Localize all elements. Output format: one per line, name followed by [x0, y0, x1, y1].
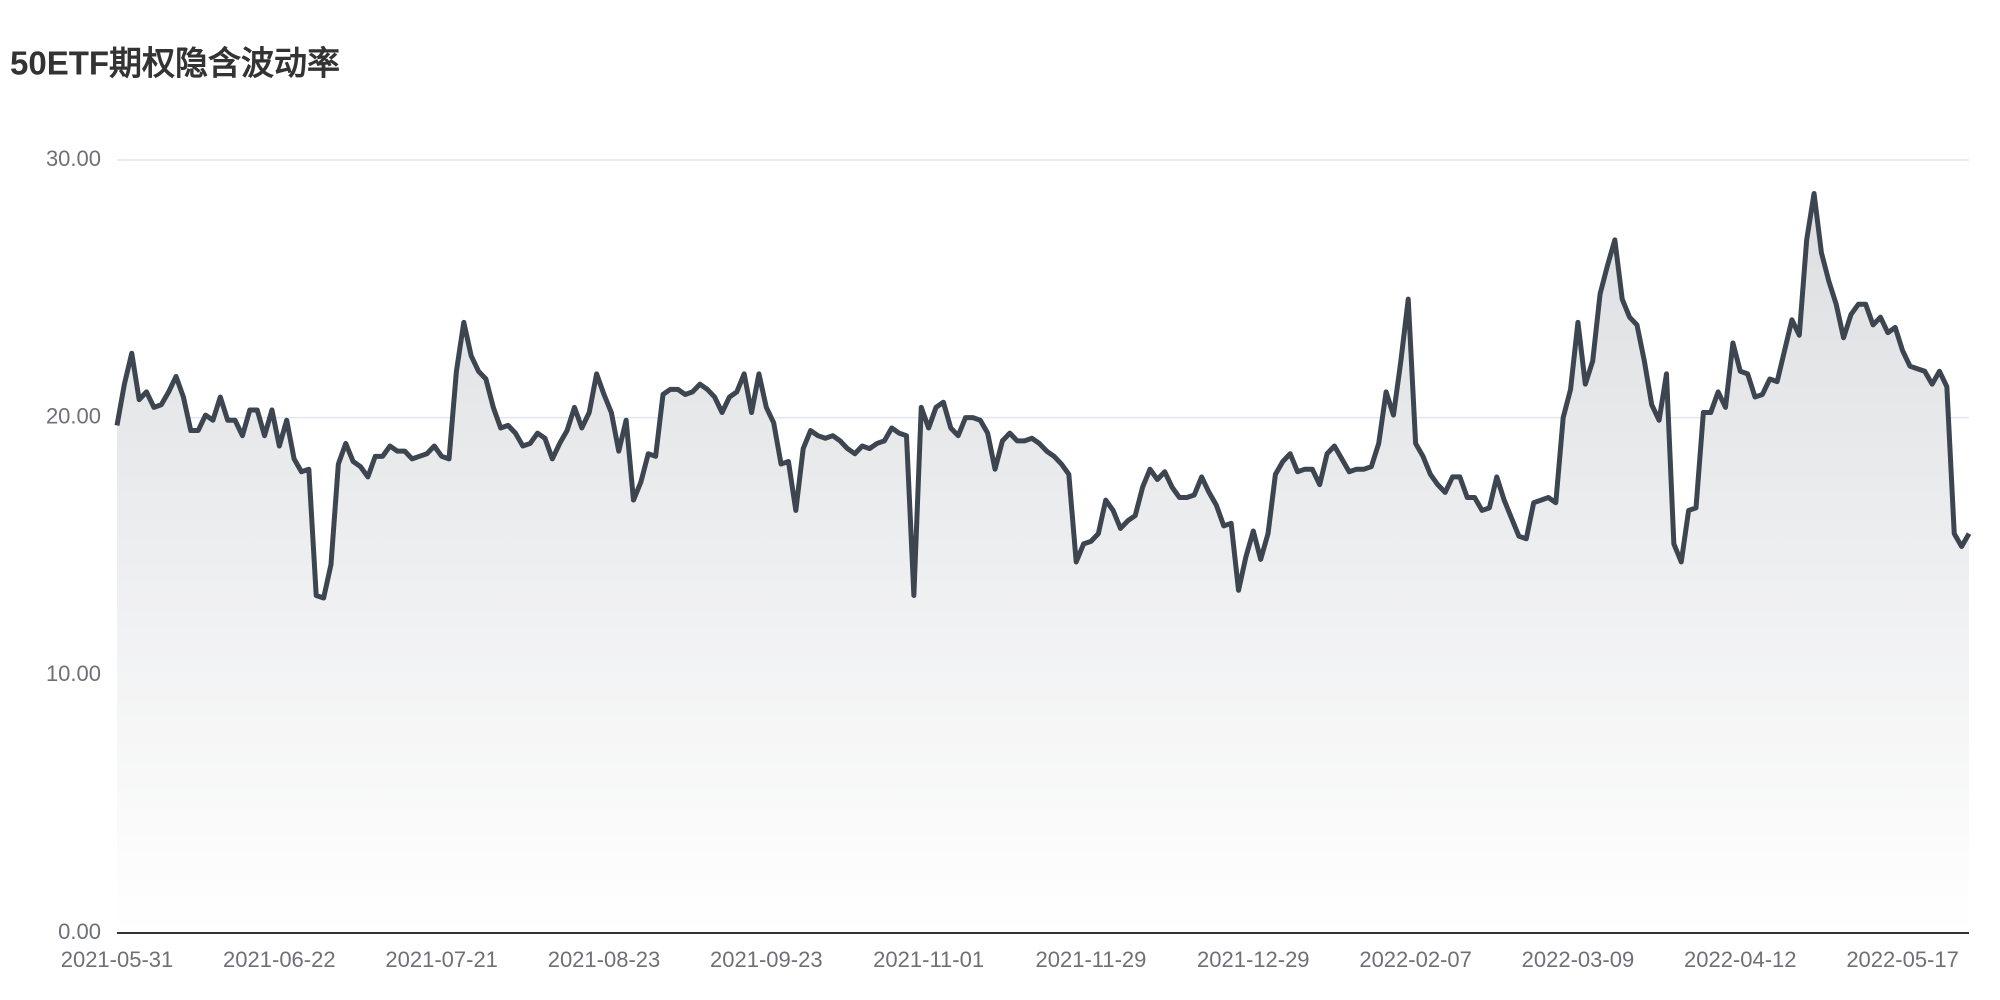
x-tick-label: 2022-02-07 [1359, 947, 1472, 972]
y-tick-label: 20.00 [46, 403, 101, 428]
x-tick-label: 2021-12-29 [1197, 947, 1310, 972]
line [114, 191, 1972, 601]
x-tick-label: 2021-07-21 [385, 947, 498, 972]
chart-title: 50ETF期权隐含波动率 [10, 45, 340, 82]
x-tick-label: 2021-11-01 [873, 947, 984, 972]
x-tick-label: 2021-09-23 [710, 947, 823, 972]
x-tick-label: 2021-08-23 [548, 947, 661, 972]
y-tick-label: 10.00 [46, 661, 101, 686]
x-tick-label: 2021-11-29 [1036, 947, 1147, 972]
x-tick-label: 2022-03-09 [1522, 947, 1635, 972]
x-tick-label: 2021-06-22 [223, 947, 336, 972]
y-tick-label: 30.00 [46, 146, 101, 171]
y-tick-label: 0.00 [58, 919, 101, 944]
area [117, 193, 1969, 933]
x-tick-label: 2021-05-31 [61, 947, 174, 972]
x-tick-label: 2022-04-12 [1684, 947, 1797, 972]
x-tick-label: 2022-05-17 [1846, 947, 1959, 972]
